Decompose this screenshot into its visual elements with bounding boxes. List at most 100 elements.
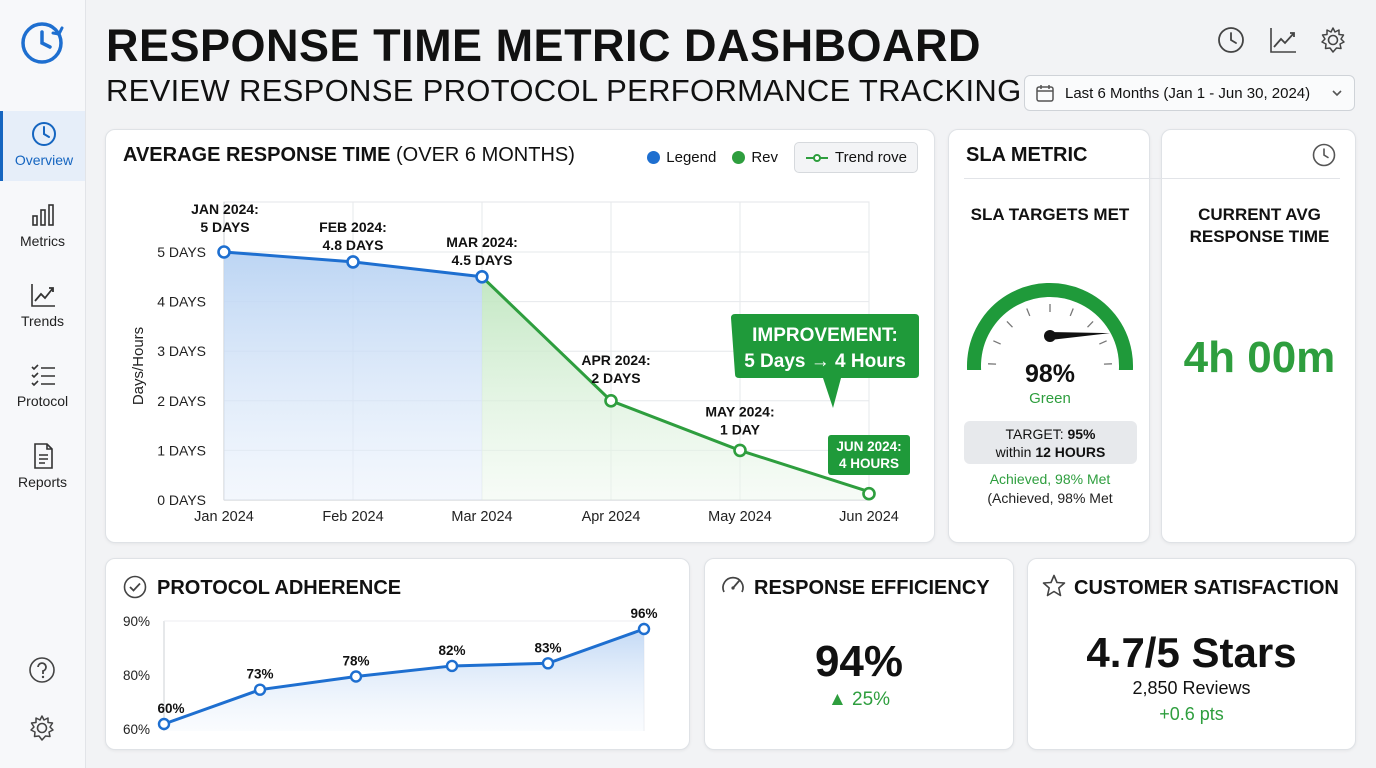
- y-tick-label: 60%: [123, 722, 150, 737]
- trend-chart-icon[interactable]: [1268, 25, 1298, 55]
- clock-icon[interactable]: [1311, 142, 1337, 168]
- sidebar-item-label: Protocol: [16, 393, 69, 409]
- customer-satisfaction-card: CUSTOMER SATISFACTION 4.7/5 Stars 2,850 …: [1027, 558, 1356, 750]
- sidebar-item-label: Metrics: [19, 233, 66, 249]
- callout-text: IMPROVEMENT:: [752, 325, 898, 346]
- data-label: 4.5 DAYS: [452, 252, 513, 268]
- data-label: 5 DAYS: [200, 219, 249, 235]
- divider: [964, 178, 1340, 179]
- x-tick-label: Jan 2024: [194, 509, 254, 525]
- data-label: 4.8 DAYS: [323, 237, 384, 253]
- legend-dot: [647, 151, 661, 164]
- clock-icon[interactable]: [1216, 25, 1246, 55]
- x-tick-label: Feb 2024: [322, 509, 383, 525]
- data-label: JUN 2024:: [836, 439, 901, 454]
- trend-line-icon: [30, 284, 55, 307]
- sla-gauge: 0100: [967, 283, 1133, 370]
- adherence-line: [163, 627, 645, 726]
- gauge-tick: [1099, 340, 1107, 345]
- data-point: [157, 717, 171, 731]
- gear-icon[interactable]: [1318, 25, 1348, 55]
- x-tick-label: May 2024: [708, 509, 772, 525]
- gauge-hub: [1044, 330, 1056, 342]
- settings-icon[interactable]: [27, 713, 57, 743]
- sla-metric-card: SLA METRIC SLA TARGETS MET 0100 98% Gree…: [948, 129, 1356, 543]
- gauge-fill: [967, 283, 1133, 370]
- gauge-tick: [1087, 320, 1094, 328]
- check-circle-icon: [123, 575, 147, 599]
- data-point: [475, 270, 489, 284]
- data-point: [445, 659, 459, 673]
- clock-icon: [32, 122, 56, 146]
- area-after: [482, 276, 869, 500]
- help-icon[interactable]: [27, 655, 57, 685]
- data-point: [604, 393, 618, 408]
- data-label: FEB 2024:: [319, 219, 387, 235]
- card-title: RESPONSE EFFICIENCY: [754, 577, 990, 599]
- star-icon: [1042, 574, 1066, 597]
- satisfaction-change: +0.6 pts: [1159, 704, 1224, 724]
- data-point: [733, 443, 747, 458]
- legend-item-rev: Rev: [732, 149, 778, 166]
- gauge-tick: [1026, 308, 1031, 317]
- avg-response-time-card: 0 DAYS 1 DAYS 2 DAYS 3 DAYS 4 DAYS 5 DAYS Days…: [105, 129, 935, 543]
- speedometer-icon: [722, 576, 744, 593]
- data-point: [862, 486, 876, 501]
- data-point: [346, 255, 360, 269]
- callout-text: 5 Days → 4 Hours: [744, 351, 906, 372]
- y-tick-label: 0 DAYS: [157, 492, 206, 508]
- data-label: 82%: [438, 643, 465, 658]
- card-title: AVERAGE RESPONSE TIME (OVER 6 MONTHS): [123, 144, 575, 166]
- data-point: [541, 657, 555, 670]
- calendar-icon: [1036, 85, 1054, 102]
- satisfaction-value: 4.7/5 Stars: [1086, 629, 1297, 676]
- date-range-label: Last 6 Months (Jan 1 - Jun 30, 2024): [1065, 84, 1311, 102]
- data-label: 60%: [157, 701, 184, 716]
- date-range-dropdown[interactable]: Last 6 Months (Jan 1 - Jun 30, 2024): [1024, 75, 1355, 111]
- chart-legend: Legend Rev Trend rove: [647, 142, 918, 173]
- efficiency-value: 94%: [814, 637, 904, 686]
- y-tick-label: 5 DAYS: [157, 244, 206, 260]
- y-tick-label: 1 DAYS: [157, 442, 206, 458]
- series-line-after: [480, 275, 870, 494]
- sidebar-item-protocol[interactable]: Protocol: [0, 352, 85, 422]
- sla-targets-heading: SLA TARGETS MET: [970, 205, 1130, 224]
- legend-item-legend: Legend: [647, 149, 716, 166]
- gauge-tick: [1006, 320, 1013, 328]
- data-label: 78%: [342, 654, 369, 669]
- current-avg-heading: CURRENT AVG RESPONSE TIME: [1189, 205, 1330, 246]
- gauge-tick: [1069, 308, 1074, 317]
- data-label: 1 DAY: [720, 421, 761, 437]
- achieved-text: Achieved, 98% Met: [989, 471, 1111, 487]
- reviews-count: 2,850 Reviews: [1132, 678, 1251, 698]
- achieved-text-secondary: (Achieved, 98% Met: [987, 490, 1113, 506]
- improvement-callout: [731, 314, 919, 408]
- x-tick-label: Apr 2024: [582, 509, 641, 525]
- data-point: [349, 670, 363, 683]
- y-tick-label: 90%: [123, 614, 150, 629]
- y-tick-label: 80%: [123, 668, 150, 683]
- data-label: 4 HOURS: [839, 456, 899, 471]
- sidebar-item-reports[interactable]: Reports: [0, 433, 85, 503]
- sidebar-item-metrics[interactable]: Metrics: [0, 192, 85, 262]
- y-axis-label: Days/Hours: [130, 327, 147, 405]
- data-label: 96%: [630, 606, 657, 621]
- sidebar-item-trends[interactable]: Trends: [0, 272, 85, 342]
- chevron-down-icon: [1332, 90, 1342, 97]
- avg-response-time-chart: 0 DAYS 1 DAYS 2 DAYS 3 DAYS 4 DAYS 5 DAYS Days…: [130, 201, 919, 525]
- sidebar-item-overview[interactable]: Overview: [0, 111, 85, 181]
- sidebar-item-label: Reports: [17, 474, 68, 490]
- card-title: PROTOCOL ADHERENCE: [157, 577, 402, 599]
- gauge-status: Green: [1029, 390, 1071, 407]
- sla-right-panel: CURRENT AVG RESPONSE TIME 4h 00m: [1161, 129, 1356, 543]
- data-point: [253, 683, 267, 696]
- protocol-adherence-card: PROTOCOL ADHERENCE 60% 73% 78% 82% 83% 96% 60%…: [105, 558, 690, 750]
- target-box: TARGET: 95% within 12 HOURS: [964, 421, 1137, 464]
- protocol-adherence-chart: 60% 73% 78% 82% 83% 96% 60% 80% 90%: [123, 606, 658, 737]
- card-title: CUSTOMER SATISFACTION: [1074, 577, 1339, 599]
- y-tick-label: 2 DAYS: [157, 393, 206, 409]
- clock-logo-icon[interactable]: [19, 20, 65, 66]
- data-label: MAY 2024:: [705, 403, 774, 419]
- trend-toggle-button[interactable]: Trend rove: [794, 142, 918, 173]
- gauge-needle: [1049, 332, 1110, 340]
